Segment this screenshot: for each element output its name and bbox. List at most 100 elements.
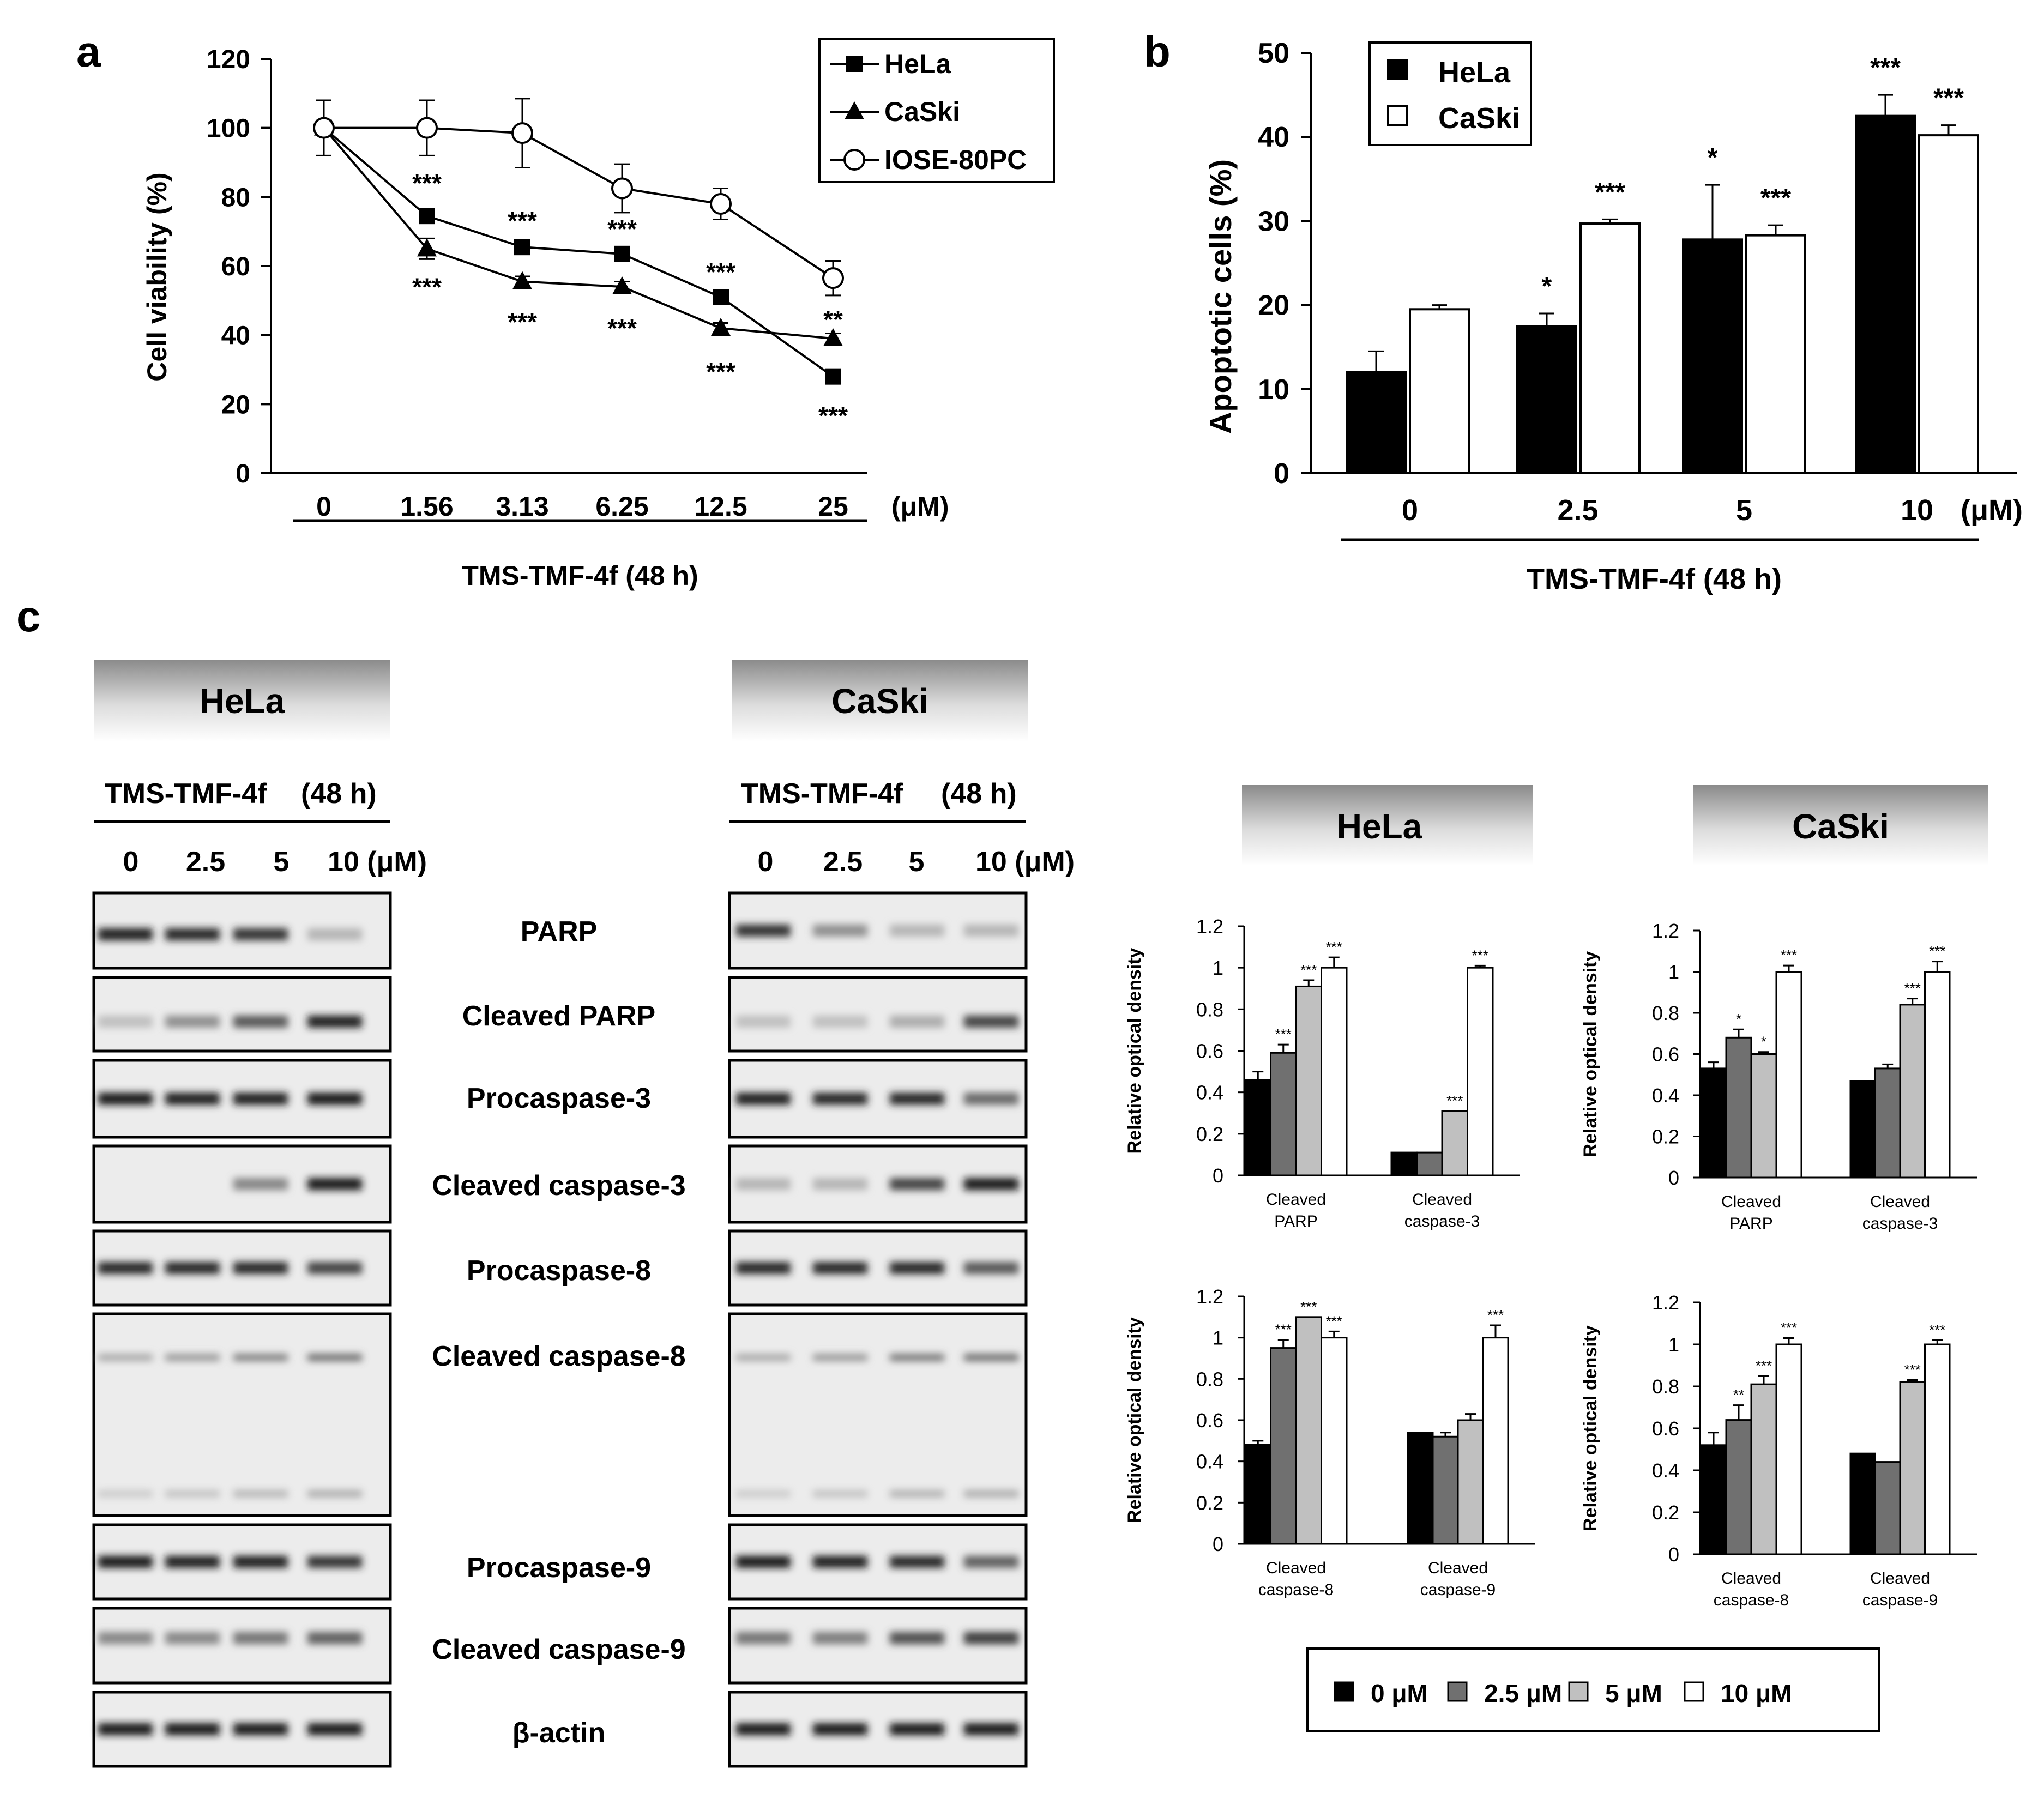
blot-treatment-caski: TMS-TMF-4f <box>741 778 903 810</box>
concentration-label: 10 (μM) <box>328 846 427 878</box>
apoptosis-y-tick-label: 20 <box>1258 290 1289 322</box>
significance-label: *** <box>1300 1299 1317 1315</box>
concentration-label: 0 <box>123 846 139 878</box>
panel-label-b: b <box>1144 27 1171 76</box>
density-y-tick-label: 0.8 <box>1196 998 1223 1021</box>
blot-band <box>813 1016 867 1028</box>
density-y-tick-label: 1.2 <box>1652 1291 1679 1314</box>
blot-band <box>890 1723 944 1735</box>
significance-label: *** <box>1487 1307 1504 1323</box>
blot-band <box>890 1178 944 1190</box>
bar <box>1244 1079 1271 1176</box>
legend-marker <box>846 56 863 72</box>
apoptosis-x-tick-label: 0 <box>1402 494 1418 527</box>
blot-band <box>964 1490 1018 1497</box>
bar <box>1775 971 1802 1179</box>
apoptosis-y-tick-label: 30 <box>1258 206 1289 237</box>
blot-frame <box>728 1607 1028 1685</box>
legend-label: 5 μM <box>1605 1679 1662 1707</box>
blot-band <box>98 1016 153 1028</box>
data-point <box>614 245 630 262</box>
blot-strip-hela <box>92 1144 392 1224</box>
bar <box>1750 1053 1777 1179</box>
protein-label: PARP <box>521 916 598 947</box>
significance-label: *** <box>1472 947 1488 963</box>
density-y-tick-label: 1.2 <box>1196 915 1223 938</box>
bar <box>1321 967 1348 1176</box>
viability-y-tick-label: 80 <box>221 183 250 212</box>
blot-strip-caski <box>728 976 1028 1053</box>
series-caski: *** *** *** <box>1409 84 1979 474</box>
viability-x-tick-label: 25 <box>818 491 848 522</box>
blot-band <box>736 1556 791 1568</box>
data-point <box>416 117 438 139</box>
western-blot-panel: HeLa CaSki TMS-TMF-4f (48 h) TMS-TMF-4f … <box>92 660 1988 1768</box>
density-y-tick-label: 0.2 <box>1196 1123 1223 1145</box>
blot-band <box>98 928 153 940</box>
density-legend: 0 μM 2.5 μM 5 μM 10 μM <box>1306 1647 1880 1732</box>
protein-label: Procaspase-3 <box>467 1083 651 1114</box>
apoptosis-x-label: TMS-TMF-4f (48 h) <box>1527 563 1782 595</box>
bar <box>1516 325 1577 475</box>
significance-label: *** <box>607 314 637 342</box>
bar <box>1390 1151 1418 1176</box>
blot-strip-caski <box>728 1523 1028 1601</box>
apoptosis-x-unit: (μM) <box>1961 494 2023 527</box>
blot-band <box>233 1556 288 1568</box>
data-point <box>419 208 435 225</box>
blot-band <box>964 1262 1018 1274</box>
viability-x-tick-label: 1.56 <box>400 491 453 522</box>
significance-label: ** <box>823 305 843 334</box>
blot-band <box>98 1632 153 1644</box>
density-chart-caski-bottom: Relative optical density 0 0.2 0.4 0.6 0.8 1 1.… <box>1580 1291 1977 1609</box>
density-x-tick-label: Cleaved <box>1412 1191 1472 1209</box>
blot-band <box>736 925 791 937</box>
blot-band <box>890 1092 944 1105</box>
blot-band <box>165 1556 220 1568</box>
blot-band <box>233 1632 288 1644</box>
significance-label: *** <box>1933 84 1964 113</box>
viability-y-tick-label: 40 <box>221 322 250 351</box>
concentration-label: 5 <box>274 846 290 878</box>
series-iose-80pc: ** <box>313 98 844 334</box>
density-y-tick-label: 0.2 <box>1652 1501 1679 1524</box>
data-point <box>417 238 437 257</box>
blot-band <box>964 1556 1018 1568</box>
blot-band <box>890 1490 944 1497</box>
blot-band <box>813 1262 867 1274</box>
blot-strip-hela <box>92 1691 392 1768</box>
bar <box>1874 1461 1901 1555</box>
blot-header-hela: HeLa <box>200 681 285 721</box>
bar <box>1855 114 1916 474</box>
protein-label: Cleaved caspase-8 <box>432 1341 685 1372</box>
bar <box>1244 1444 1271 1545</box>
concentration-label: 5 <box>909 846 925 878</box>
density-x-tick-label: PARP <box>1274 1212 1317 1230</box>
density-x-tick-label: Cleaved <box>1428 1559 1488 1577</box>
viability-y-tick-label: 100 <box>207 114 250 143</box>
significance-label: *** <box>508 207 537 235</box>
bar <box>1682 238 1743 474</box>
bar <box>1725 1419 1752 1555</box>
viability-plot: ****** *************** ******** <box>313 98 848 430</box>
blot-band <box>307 1178 362 1190</box>
legend-marker <box>845 101 864 119</box>
bar <box>1725 1036 1752 1179</box>
significance-label: *** <box>1300 962 1317 978</box>
bar <box>1924 1343 1951 1555</box>
density-y-tick-label: 1 <box>1668 961 1679 983</box>
density-x-tick-label: caspase-3 <box>1862 1215 1938 1233</box>
blot-band <box>736 1262 791 1274</box>
significance-label: *** <box>1904 980 1921 997</box>
apoptosis-chart: Apoptotic cells (%) 0 10 20 30 40 50 0 2.5 5 10 *… <box>1203 38 2023 595</box>
legend-swatch <box>1387 59 1408 80</box>
panel-label-c: c <box>16 592 41 641</box>
blot-band <box>736 1723 791 1735</box>
concentration-label: 2.5 <box>823 846 863 878</box>
protein-label: Procaspase-8 <box>467 1255 651 1287</box>
blot-frame <box>92 1312 392 1517</box>
density-y-tick-label: 1.2 <box>1196 1285 1223 1308</box>
legend-swatch <box>1684 1681 1704 1702</box>
blot-band <box>165 928 220 940</box>
